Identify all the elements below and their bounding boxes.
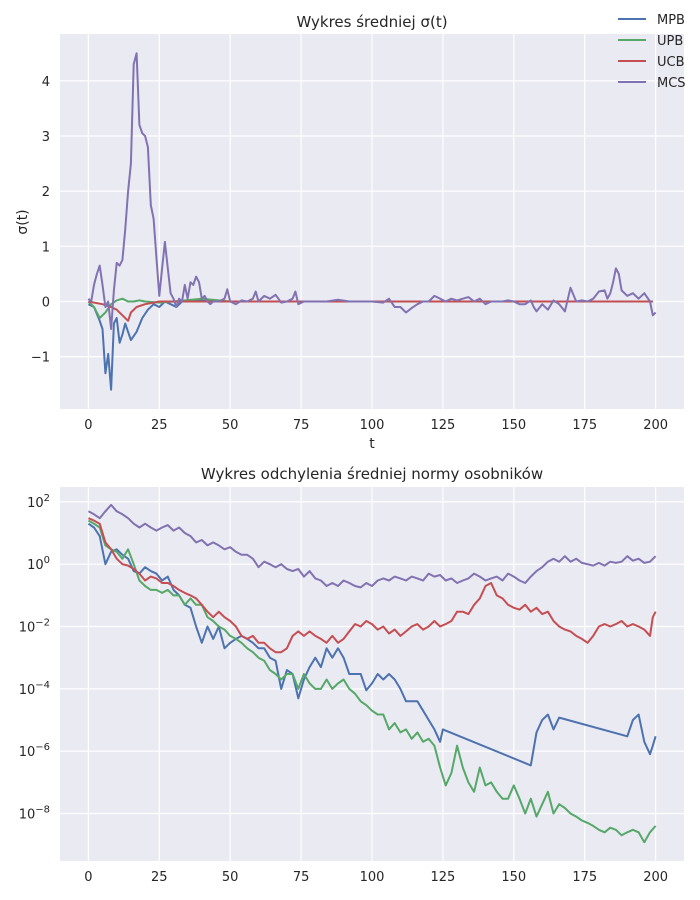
x-tick-labels-top: 0 25 50 75 100 125 150 175 200 bbox=[84, 418, 668, 433]
x-tick-label-top: 0 bbox=[84, 418, 92, 433]
y-tick-label-top: 2 bbox=[42, 185, 50, 200]
y-tick-labels-top: −1 0 1 2 3 4 bbox=[31, 75, 50, 366]
y-tick-label-top: −1 bbox=[31, 351, 50, 366]
y-tick-label-top: 4 bbox=[42, 75, 50, 90]
series-line-upb-bottom bbox=[87, 519, 657, 844]
x-tick-label-top: 100 bbox=[360, 418, 385, 433]
y-tick-base: 10 bbox=[19, 745, 36, 760]
chart-norm-deviation: 0 25 50 75 100 125 150 175 200 10210010−210−410−… bbox=[19, 465, 684, 885]
y-tick-base: 10 bbox=[27, 496, 44, 511]
x-tick-label-bottom: 175 bbox=[572, 870, 597, 885]
y-tick-label-top: 1 bbox=[42, 240, 50, 255]
x-tick-label-top: 75 bbox=[293, 418, 310, 433]
legend-label-mcs: MCS bbox=[657, 76, 686, 91]
series-line-mcs-top bbox=[87, 52, 657, 330]
x-tick-label-bottom: 50 bbox=[222, 870, 239, 885]
y-tick-label-bottom: 10−4 bbox=[19, 680, 50, 698]
x-tick-label-top: 175 bbox=[572, 418, 597, 433]
y-tick-exponent: −2 bbox=[35, 618, 50, 629]
y-tick-exponent: 0 bbox=[44, 555, 50, 566]
y-tick-label-bottom: 102 bbox=[27, 493, 50, 511]
legend-label-ucb: UCB bbox=[657, 55, 685, 70]
y-tick-exponent: 2 bbox=[44, 493, 50, 504]
y-tick-label-top: 3 bbox=[42, 130, 50, 145]
x-tick-label-bottom: 200 bbox=[643, 870, 668, 885]
x-tick-label-bottom: 25 bbox=[151, 870, 168, 885]
x-tick-label-top: 25 bbox=[151, 418, 168, 433]
legend-label-upb: UPB bbox=[657, 34, 683, 49]
y-tick-label-bottom: 10−6 bbox=[19, 742, 50, 760]
x-tick-label-top: 200 bbox=[643, 418, 668, 433]
series-lines-bottom bbox=[87, 503, 657, 844]
grid-bottom bbox=[60, 487, 684, 861]
x-tick-label-bottom: 125 bbox=[430, 870, 455, 885]
x-tick-label-bottom: 100 bbox=[360, 870, 385, 885]
series-line-ucb-bottom bbox=[88, 517, 657, 654]
x-tick-label-top: 125 bbox=[430, 418, 455, 433]
x-axis-label-top: t bbox=[369, 436, 375, 452]
x-tick-label-bottom: 0 bbox=[84, 870, 92, 885]
y-axis-label-top: σ(t) bbox=[15, 209, 31, 234]
y-tick-label-top: 0 bbox=[42, 295, 50, 310]
series-line-mpb-bottom bbox=[87, 522, 657, 767]
y-tick-exponent: −6 bbox=[35, 742, 50, 753]
y-tick-label-bottom: 10−8 bbox=[19, 805, 50, 823]
legend: MPB UPB UCB MCS bbox=[618, 13, 686, 91]
series-line-mcs-bottom bbox=[87, 503, 657, 589]
x-tick-label-top: 50 bbox=[222, 418, 239, 433]
y-tick-base: 10 bbox=[19, 808, 36, 823]
x-tick-label-bottom: 75 bbox=[293, 870, 310, 885]
y-tick-exponent: −8 bbox=[35, 805, 50, 816]
y-tick-base: 10 bbox=[19, 683, 36, 698]
y-tick-base: 10 bbox=[19, 621, 36, 636]
legend-label-mpb: MPB bbox=[657, 13, 685, 28]
y-tick-exponent: −4 bbox=[35, 680, 50, 691]
y-tick-label-bottom: 100 bbox=[27, 555, 50, 573]
series-lines-top bbox=[87, 52, 657, 391]
x-tick-label-top: 150 bbox=[501, 418, 526, 433]
y-tick-base: 10 bbox=[27, 558, 44, 573]
chart-sigma-mean: 0 25 50 75 100 125 150 175 200 −1 0 1 2 3 4 Wykres śr… bbox=[15, 13, 686, 452]
chart-title-top: Wykres średniej σ(t) bbox=[296, 13, 447, 31]
x-tick-label-bottom: 150 bbox=[501, 870, 526, 885]
chart-title-bottom: Wykres odchylenia średniej normy osobnik… bbox=[201, 465, 543, 483]
x-tick-labels-bottom: 0 25 50 75 100 125 150 175 200 bbox=[84, 870, 668, 885]
y-tick-label-bottom: 10−2 bbox=[19, 618, 50, 636]
